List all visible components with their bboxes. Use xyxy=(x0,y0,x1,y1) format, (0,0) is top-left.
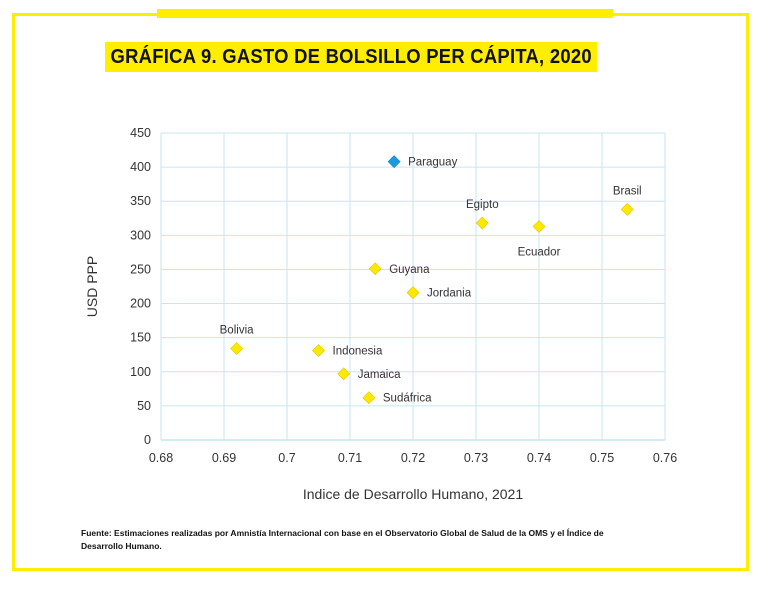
data-point-paraguay xyxy=(387,155,401,169)
x-tick-label: 0.76 xyxy=(653,451,677,465)
y-tick-label: 100 xyxy=(130,365,151,379)
data-point-guyana xyxy=(368,262,382,276)
x-tick-label: 0.68 xyxy=(149,451,173,465)
y-axis-label: USD PPP xyxy=(84,256,100,317)
x-tick-label: 0.71 xyxy=(338,451,362,465)
point-label: Egipto xyxy=(466,199,499,211)
y-tick-label: 400 xyxy=(130,160,151,174)
y-tick-label: 50 xyxy=(137,399,151,413)
point-label: Indonesia xyxy=(333,346,383,358)
y-tick-label: 450 xyxy=(130,126,151,140)
top-accent-bar xyxy=(157,9,613,18)
data-point-jamaica xyxy=(337,367,351,381)
data-point-sudáfrica xyxy=(362,391,376,405)
data-point-brasil xyxy=(620,202,634,216)
x-tick-label: 0.7 xyxy=(278,451,295,465)
point-label: Paraguay xyxy=(408,157,457,169)
y-tick-label: 300 xyxy=(130,228,151,242)
y-tick-label: 0 xyxy=(144,433,151,447)
data-point-egipto xyxy=(475,216,489,230)
point-label: Bolivia xyxy=(220,325,254,337)
x-tick-label: 0.69 xyxy=(212,451,236,465)
y-tick-label: 200 xyxy=(130,297,151,311)
data-point-ecuador xyxy=(532,220,546,233)
y-tick-label: 250 xyxy=(130,262,151,276)
point-label: Ecuador xyxy=(518,246,561,258)
x-tick-label: 0.74 xyxy=(527,451,551,465)
point-label: Brasil xyxy=(613,185,642,197)
chart-title: GRÁFICA 9. GASTO DE BOLSILLO PER CÁPITA,… xyxy=(105,42,598,72)
x-tick-label: 0.73 xyxy=(464,451,488,465)
x-axis-label: Indice de Desarrollo Humano, 2021 xyxy=(303,486,523,502)
data-point-jordania xyxy=(406,286,420,300)
x-tick-label: 0.75 xyxy=(590,451,614,465)
data-point-indonesia xyxy=(312,344,325,358)
point-label: Sudáfrica xyxy=(383,393,432,405)
point-label: Guyana xyxy=(389,264,430,276)
data-point-bolivia xyxy=(230,342,244,356)
source-note: Fuente: Estimaciones realizadas por Amni… xyxy=(81,528,604,551)
x-tick-label: 0.72 xyxy=(401,451,425,465)
point-label: Jamaica xyxy=(358,369,401,381)
point-label: Jordania xyxy=(427,288,472,300)
y-tick-label: 150 xyxy=(130,331,151,345)
y-tick-label: 350 xyxy=(130,194,151,208)
